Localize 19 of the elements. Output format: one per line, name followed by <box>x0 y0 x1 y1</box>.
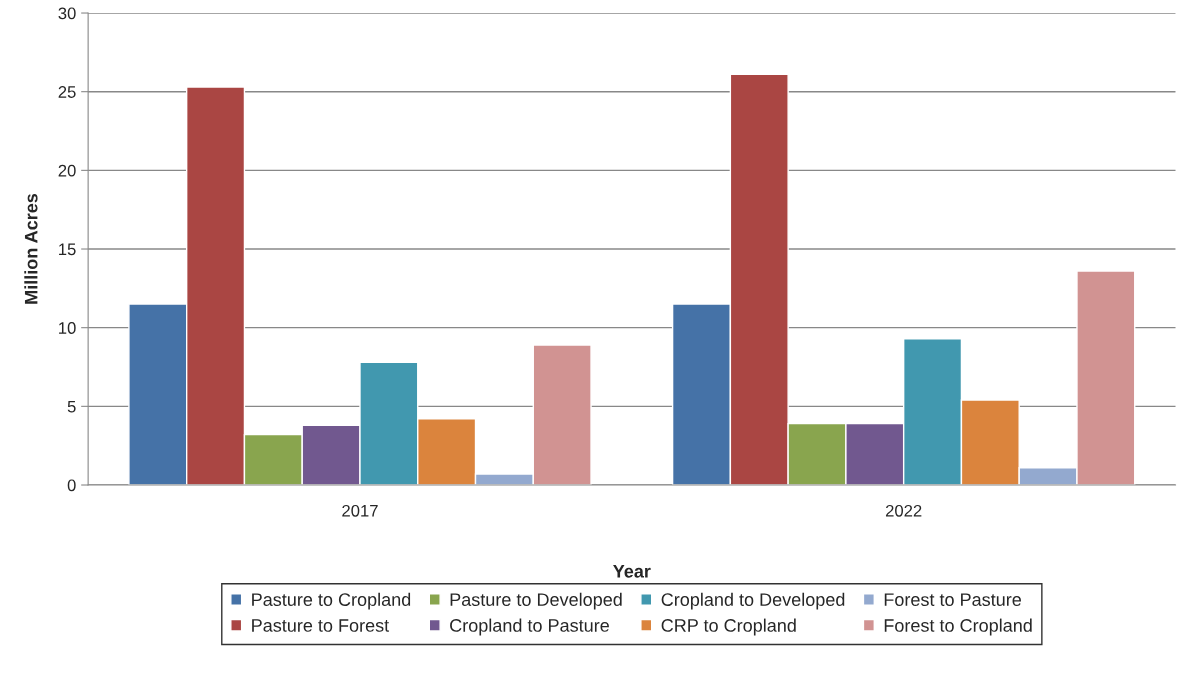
y-tick-label: 5 <box>67 400 76 413</box>
y-tick-label: 0 <box>67 479 76 492</box>
x-axis-title: Year <box>613 565 651 578</box>
legend-label: CRP to Cropland <box>661 618 796 636</box>
legend-label: Cropland to Developed <box>661 592 845 610</box>
legend-label: Forest to Cropland <box>884 618 1032 636</box>
legend-label: Cropland to Pasture <box>450 618 609 636</box>
x-tick-label: 2022 <box>885 504 922 517</box>
y-tick-label: 30 <box>58 7 76 20</box>
y-axis-title: Million Acres <box>24 193 38 304</box>
legend-label: Pasture to Developed <box>450 592 622 610</box>
x-tick-label: 2017 <box>342 504 378 517</box>
y-tick-label: 10 <box>59 322 76 334</box>
legend-label: Forest to Pasture <box>884 593 1021 606</box>
y-tick-label: 20 <box>58 164 76 177</box>
y-tick-label: 15 <box>59 243 76 256</box>
legend-label: Pasture to Cropland <box>252 592 411 610</box>
legend-label: Pasture to Forest <box>252 619 390 632</box>
y-tick-label: 25 <box>58 86 76 98</box>
